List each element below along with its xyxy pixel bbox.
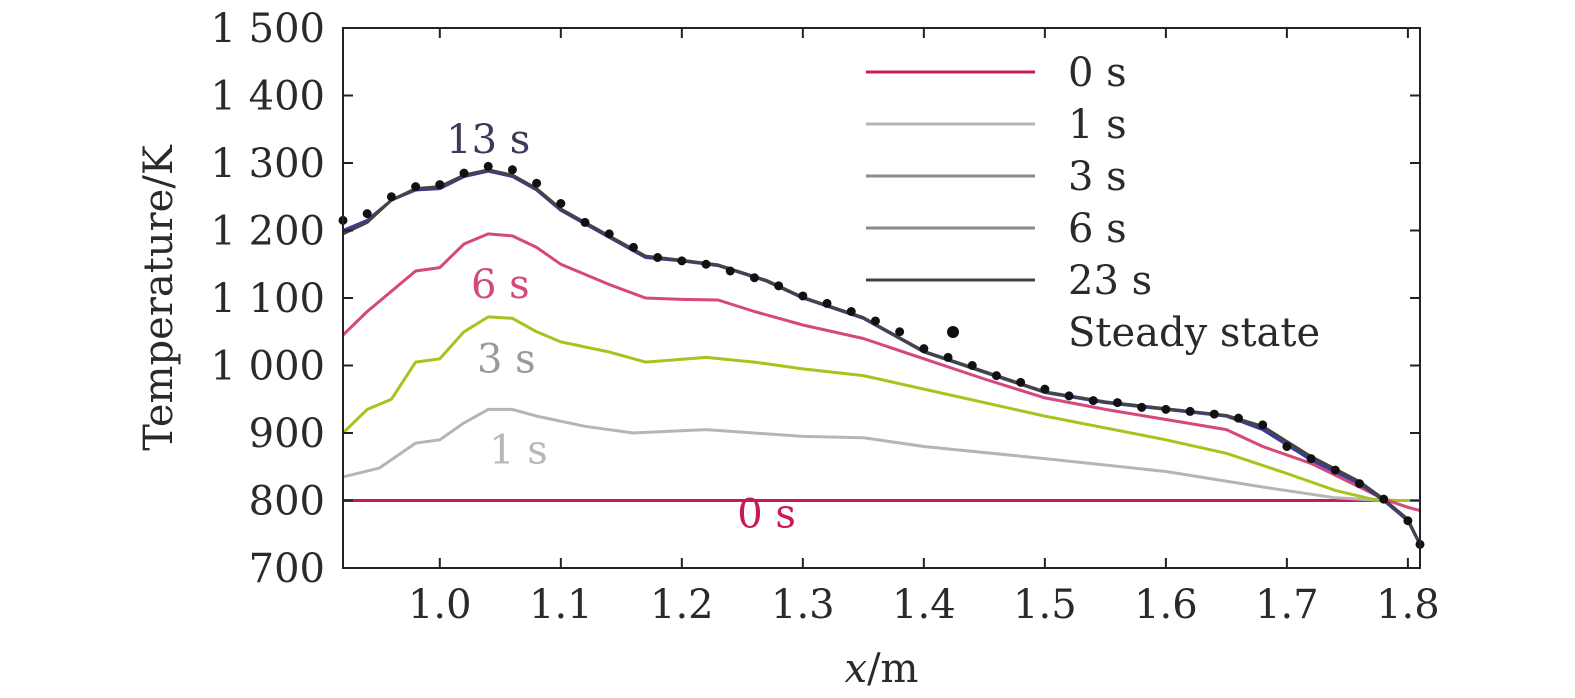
y-tick-label: 800	[249, 479, 325, 525]
data-point	[1306, 454, 1316, 464]
data-point	[943, 352, 953, 362]
x-tick-label: 1.4	[892, 582, 956, 628]
series-line-6-s	[341, 232, 1421, 513]
legend-entry: 6 s	[866, 206, 1127, 252]
series-line-1-s	[342, 407, 1420, 502]
x-tick-label: 1.2	[650, 582, 714, 628]
data-point	[580, 217, 590, 227]
legend-entry: 3 s	[866, 154, 1127, 200]
legend-entry: Steady state	[947, 310, 1320, 356]
data-point	[628, 242, 638, 252]
data-point	[1379, 494, 1389, 504]
y-tick-label: 1 200	[210, 209, 325, 255]
data-point	[653, 253, 663, 262]
data-point	[846, 307, 856, 316]
y-tick-label: 1 300	[210, 141, 325, 187]
legend-entry: 23 s	[866, 258, 1152, 304]
legend-label: 1 s	[1068, 102, 1127, 148]
curve-label: 3 s	[477, 336, 536, 382]
legend-entry: 1 s	[866, 102, 1127, 148]
data-point	[798, 291, 808, 301]
y-tick-label: 1 100	[210, 276, 325, 322]
x-tick-label: 1.1	[529, 582, 593, 628]
series-line-3-s	[341, 315, 1420, 502]
x-tick-label: 1.6	[1134, 582, 1198, 628]
data-point	[1112, 398, 1122, 408]
legend-marker	[947, 326, 959, 338]
data-point	[967, 361, 977, 370]
x-tick-label: 1.8	[1376, 582, 1440, 628]
data-point	[1258, 420, 1268, 430]
curve-label: 0 s	[737, 492, 796, 538]
legend-label: 0 s	[1068, 50, 1127, 96]
data-point	[1064, 391, 1074, 401]
y-tick-label: 1 400	[210, 74, 325, 120]
data-point	[677, 256, 687, 266]
legend-label: 6 s	[1068, 206, 1127, 252]
data-point	[1016, 377, 1026, 387]
annotation-layer: 13 s 6 s 3 s 1 s 0 s	[446, 117, 796, 538]
data-point	[532, 178, 542, 188]
y-tick-label: 1 500	[210, 6, 325, 52]
data-point	[991, 371, 1001, 381]
data-point	[604, 229, 614, 239]
data-point	[1209, 409, 1219, 419]
data-point	[1185, 406, 1195, 416]
data-point	[1040, 384, 1050, 394]
data-point	[459, 168, 469, 178]
data-point	[362, 209, 372, 219]
series-steady-state	[338, 161, 1425, 549]
x-tick-label: 1.3	[771, 582, 835, 628]
data-point	[556, 199, 566, 208]
x-tick-label: 1.7	[1255, 582, 1319, 628]
legend-label: Steady state	[1068, 310, 1320, 356]
data-point	[1354, 479, 1364, 489]
data-point	[701, 259, 711, 269]
data-point	[749, 273, 759, 283]
x-axis-title: x/m	[845, 646, 919, 692]
y-tick-label: 900	[249, 411, 325, 457]
data-point	[870, 316, 880, 326]
data-point	[1088, 396, 1098, 406]
curve-label: 13 s	[446, 117, 530, 163]
data-point	[435, 180, 445, 190]
series-layer	[338, 161, 1425, 549]
x-tick-label: 1.0	[408, 582, 472, 628]
data-point	[483, 161, 493, 171]
y-axis-title: Temperature/K	[136, 144, 182, 451]
data-point	[1330, 465, 1340, 475]
curve-label: 1 s	[489, 427, 548, 473]
legend: 0 s 1 s 3 s 6 s 23 s Steady state	[866, 50, 1320, 356]
x-tick-label: 1.5	[1013, 582, 1077, 628]
legend-label: 3 s	[1068, 154, 1127, 200]
data-point	[1282, 442, 1292, 451]
data-point	[895, 327, 905, 337]
data-point	[1403, 516, 1413, 526]
data-point	[1233, 413, 1243, 423]
data-point	[725, 266, 735, 276]
data-point	[507, 165, 517, 175]
y-tick-label: 1 000	[210, 344, 325, 390]
axes: 700 800 900 1 000 1 100 1 200 1 300 1 400 1 500 1…	[136, 6, 1440, 692]
data-point	[1161, 404, 1171, 414]
legend-label: 23 s	[1068, 258, 1152, 304]
data-point	[822, 298, 832, 308]
series-line-23-s	[342, 168, 1422, 546]
data-point	[919, 344, 929, 354]
data-point	[386, 192, 396, 202]
y-tick-label: 700	[249, 546, 325, 592]
data-point	[1137, 402, 1147, 412]
legend-entry: 0 s	[866, 50, 1127, 96]
data-point	[774, 281, 784, 291]
curve-label: 6 s	[471, 262, 530, 308]
data-point	[411, 182, 421, 192]
